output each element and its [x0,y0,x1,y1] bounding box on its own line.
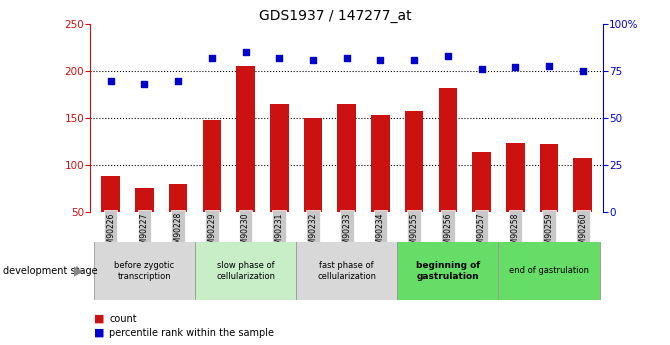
Point [139,81,150,87]
Bar [304,118,322,212]
Bar [101,176,120,212]
Text: ▶: ▶ [74,264,84,277]
Text: GSM90258: GSM90258 [511,212,520,254]
Text: GSM90234: GSM90234 [376,212,385,254]
Bar [270,104,289,212]
Bar [338,104,356,212]
Text: percentile rank within the sample: percentile rank within the sample [109,328,274,338]
Text: GSM90256: GSM90256 [444,212,452,254]
Bar [498,241,600,300]
Text: GSM90228: GSM90228 [174,212,183,254]
Text: GSM90233: GSM90233 [342,212,351,254]
Bar [237,67,255,212]
Point [308,57,318,63]
Text: count: count [109,314,137,324]
Point [409,57,419,63]
Bar [169,184,188,212]
Point [241,50,251,55]
Text: end of gastrulation: end of gastrulation [509,266,589,275]
Text: beginning of
gastrulation: beginning of gastrulation [416,261,480,280]
Text: GSM90259: GSM90259 [545,212,553,254]
Bar [405,111,423,212]
Text: GSM90226: GSM90226 [106,212,115,254]
Text: GSM90230: GSM90230 [241,212,250,254]
Point [274,55,285,61]
Point [578,68,588,74]
Bar [439,88,457,212]
Bar [135,188,153,212]
Point [543,63,554,68]
Text: GSM90231: GSM90231 [275,212,284,254]
Text: GSM90257: GSM90257 [477,212,486,254]
Bar [202,120,221,212]
Point [476,67,487,72]
Bar [574,158,592,212]
Text: GSM90229: GSM90229 [207,212,216,254]
Text: before zygotic
transcription: before zygotic transcription [115,261,174,280]
Bar [371,115,390,212]
Point [375,57,386,63]
Text: development stage: development stage [3,266,98,276]
Text: GSM90227: GSM90227 [140,212,149,254]
Text: fast phase of
cellularization: fast phase of cellularization [317,261,377,280]
Bar [296,241,397,300]
Text: GSM90255: GSM90255 [409,212,419,254]
Point [206,55,217,61]
Bar [540,145,558,212]
Text: ■: ■ [94,314,105,324]
Text: ■: ■ [94,328,105,338]
Text: GSM90260: GSM90260 [578,212,588,254]
Text: GSM90232: GSM90232 [308,212,318,254]
Text: GDS1937 / 147277_at: GDS1937 / 147277_at [259,9,411,23]
Bar [397,241,498,300]
Point [442,53,453,59]
Bar [472,152,491,212]
Text: slow phase of
cellularization: slow phase of cellularization [216,261,275,280]
Bar [506,142,525,212]
Point [105,78,116,83]
Point [510,65,521,70]
Bar [195,241,296,300]
Bar [94,241,195,300]
Point [173,78,184,83]
Point [341,55,352,61]
